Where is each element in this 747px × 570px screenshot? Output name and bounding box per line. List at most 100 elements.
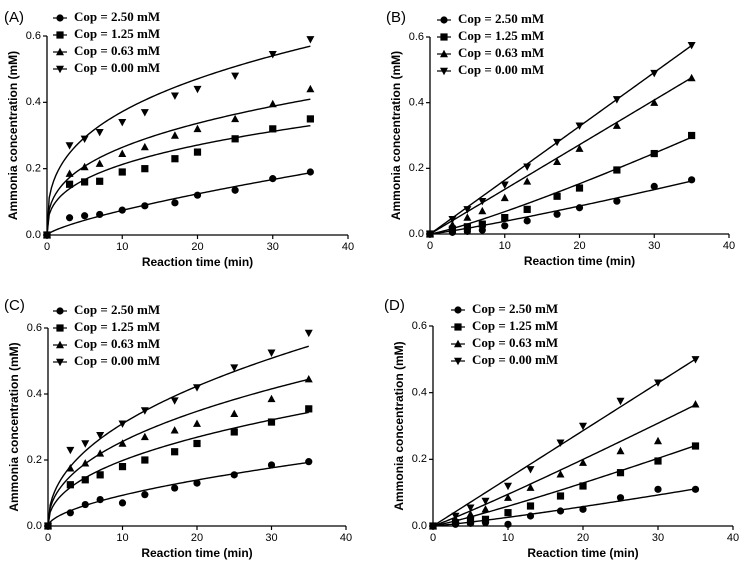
data-point-series-3 bbox=[230, 409, 239, 417]
data-point-series-3 bbox=[448, 220, 457, 229]
data-point-series-1 bbox=[269, 175, 277, 183]
data-point-series-1 bbox=[118, 499, 127, 507]
data-point-series-3 bbox=[140, 142, 149, 151]
data-point-series-4 bbox=[575, 122, 584, 130]
data-point-series-3 bbox=[691, 400, 700, 408]
data-point-series-2 bbox=[96, 177, 104, 185]
data-point-series-3 bbox=[140, 432, 149, 441]
data-point-series-4 bbox=[478, 197, 487, 206]
y-tick-label: 0.6 bbox=[409, 31, 424, 43]
data-point-series-1 bbox=[81, 500, 89, 509]
data-point-series-4 bbox=[231, 72, 240, 80]
legend-entry: Cop = 2.50 mM bbox=[74, 9, 160, 24]
data-point-series-3 bbox=[553, 157, 562, 165]
panel-label: (A) bbox=[4, 9, 24, 26]
data-point-series-3 bbox=[118, 149, 127, 157]
legend-entry: Cop = 2.50 mM bbox=[458, 11, 544, 26]
y-axis-title: Ammonia concentration (mM) bbox=[6, 51, 20, 220]
data-point-series-1 bbox=[501, 222, 509, 230]
y-axis-title: Ammonia concentration (mM) bbox=[392, 341, 406, 510]
data-point-series-1 bbox=[141, 491, 149, 499]
data-point-series-1 bbox=[81, 212, 89, 220]
data-point-series-3 bbox=[575, 144, 584, 152]
y-tick-label: 0.6 bbox=[26, 30, 41, 42]
x-axis-title: Reaction time (min) bbox=[141, 546, 252, 560]
data-point-series-1 bbox=[613, 197, 621, 205]
data-point-series-2 bbox=[81, 178, 89, 186]
legend-marker-circle bbox=[454, 306, 462, 314]
fit-curve-series-4 bbox=[432, 358, 696, 527]
data-point-series-4 bbox=[43, 231, 51, 240]
data-point-series-2 bbox=[616, 469, 625, 477]
x-tick-label: 10 bbox=[116, 532, 128, 544]
data-point-series-1 bbox=[650, 182, 658, 190]
data-point-series-2 bbox=[466, 517, 475, 525]
fit-curve-series-4 bbox=[47, 345, 309, 527]
data-point-series-4 bbox=[553, 138, 562, 147]
data-point-series-3 bbox=[579, 458, 587, 466]
data-point-series-4 bbox=[429, 522, 437, 531]
data-point-series-4 bbox=[523, 163, 532, 171]
chart-panel-b: (B) 0 10 20 30 40 0.0 0.2 0.4 0.6 Reaction time (m… bbox=[386, 9, 735, 268]
data-point-series-4 bbox=[466, 504, 475, 512]
x-tick-label: 40 bbox=[727, 532, 739, 544]
data-point-series-4 bbox=[170, 397, 179, 405]
fit-curve-series-2 bbox=[46, 124, 311, 236]
data-point-series-1 bbox=[193, 191, 202, 199]
y-tick-label: 0.0 bbox=[26, 229, 41, 241]
data-point-series-1 bbox=[96, 496, 104, 504]
data-point-series-4 bbox=[526, 466, 535, 474]
legend-entry: Cop = 0.00 mM bbox=[74, 353, 160, 368]
legend-entry: Cop = 0.63 mM bbox=[472, 335, 558, 350]
data-point-series-2 bbox=[501, 213, 509, 222]
data-point-series-2 bbox=[231, 135, 239, 143]
data-point-series-4 bbox=[500, 181, 509, 189]
data-point-series-2 bbox=[553, 192, 561, 200]
data-point-series-4 bbox=[267, 349, 276, 357]
data-point-series-3 bbox=[65, 169, 74, 177]
data-point-series-4 bbox=[556, 439, 565, 447]
legend-entry: Cop = 1.25 mM bbox=[74, 319, 160, 334]
data-point-series-1 bbox=[654, 485, 662, 493]
data-point-series-2 bbox=[691, 442, 700, 450]
data-point-series-4 bbox=[80, 135, 89, 144]
data-point-series-2 bbox=[463, 223, 471, 231]
data-point-series-4 bbox=[140, 109, 149, 117]
y-tick-label: 0.4 bbox=[26, 96, 41, 108]
data-point-series-1 bbox=[231, 186, 239, 194]
data-point-series-4 bbox=[687, 42, 696, 50]
chart-panel-a: (A) 0 10 20 30 40 0.0 0.2 0.4 0.6 Reaction time (m… bbox=[4, 9, 354, 269]
data-point-series-1 bbox=[171, 199, 179, 207]
data-point-series-3 bbox=[80, 162, 89, 171]
x-tick-label: 10 bbox=[502, 532, 514, 544]
data-point-series-2 bbox=[193, 148, 202, 156]
legend-marker-circle bbox=[440, 16, 448, 24]
fit-curve-series-3 bbox=[47, 378, 309, 527]
legend-marker-triangle-up bbox=[454, 339, 462, 348]
legend-entry: Cop = 0.63 mM bbox=[74, 43, 160, 58]
data-point-series-2 bbox=[481, 515, 490, 523]
data-point-series-3 bbox=[466, 510, 475, 518]
data-point-series-2 bbox=[478, 220, 486, 228]
x-axis-title: Reaction time (min) bbox=[527, 546, 638, 560]
data-point-series-2 bbox=[575, 184, 584, 192]
data-point-series-3 bbox=[654, 436, 662, 445]
x-tick-label: 20 bbox=[573, 240, 585, 252]
fit-curve-series-4 bbox=[429, 44, 693, 235]
data-point-series-3 bbox=[687, 73, 696, 82]
data-point-series-1 bbox=[267, 461, 276, 469]
data-point-series-4 bbox=[448, 216, 457, 224]
data-point-series-4 bbox=[118, 420, 127, 428]
legend-marker-triangle-up bbox=[56, 47, 64, 56]
legend-entry: Cop = 2.50 mM bbox=[472, 301, 558, 316]
data-point-series-2 bbox=[526, 502, 535, 510]
data-point-series-4 bbox=[612, 96, 621, 104]
data-point-series-1 bbox=[616, 494, 625, 502]
fit-curve-series-1 bbox=[46, 172, 311, 236]
data-point-series-2 bbox=[579, 482, 587, 490]
data-point-series-1 bbox=[691, 485, 700, 493]
data-point-series-2 bbox=[269, 125, 277, 133]
data-point-series-2 bbox=[654, 457, 662, 465]
data-point-series-2 bbox=[66, 481, 74, 489]
data-point-series-4 bbox=[504, 482, 512, 491]
